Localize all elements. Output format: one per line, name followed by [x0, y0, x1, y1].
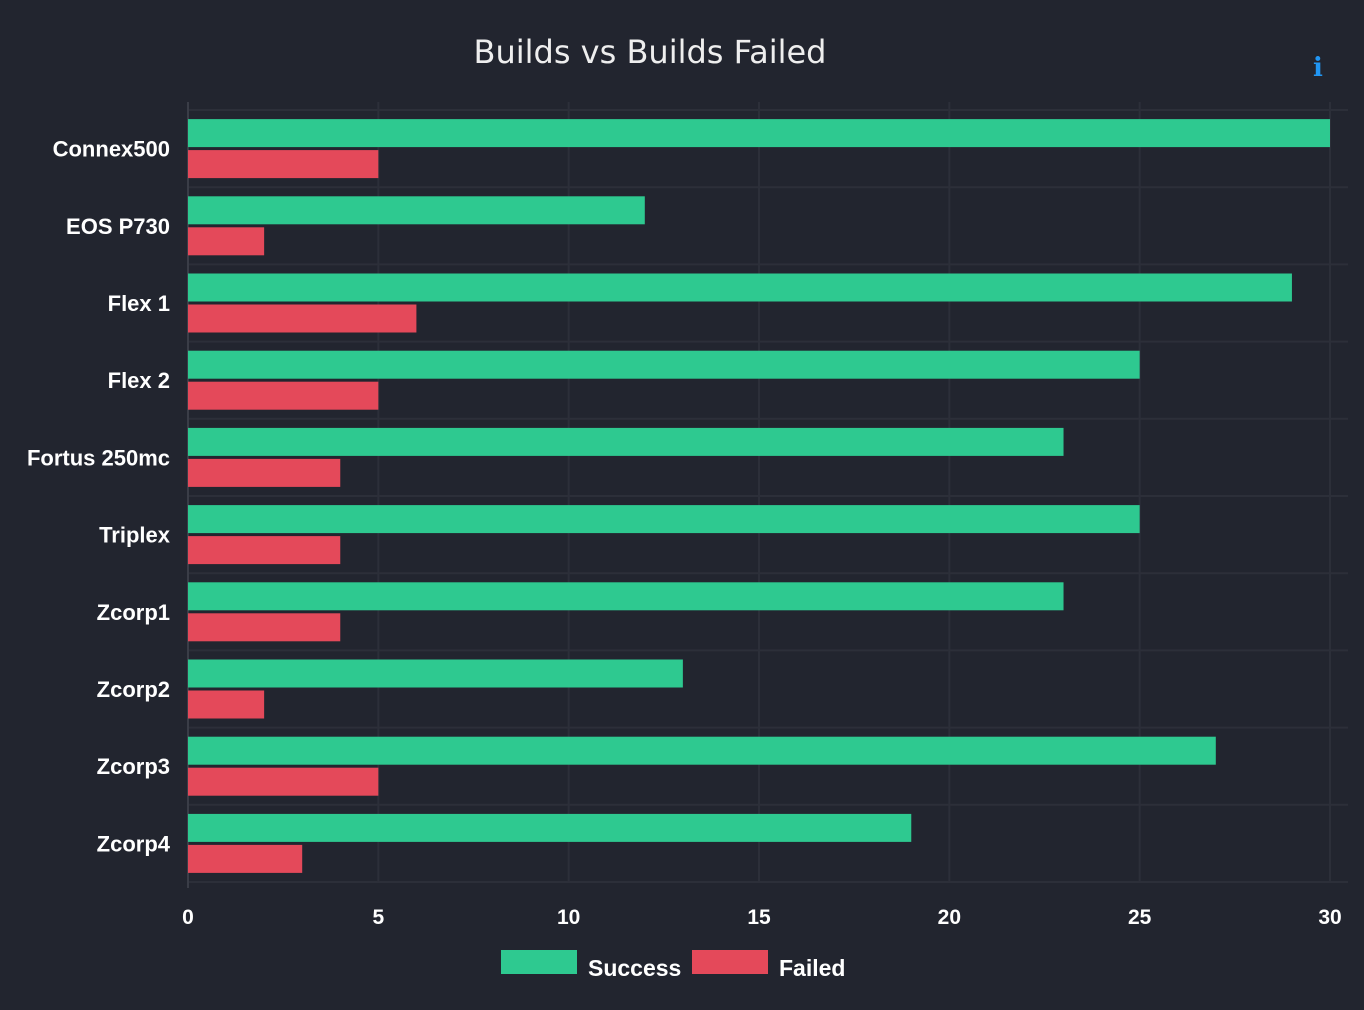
category-label: Zcorp1	[97, 600, 170, 625]
category-label: Triplex	[99, 523, 171, 548]
bars	[188, 119, 1330, 873]
bar-failed-fortus-250mc[interactable]	[188, 458, 341, 487]
chart-title: Builds vs Builds Failed	[474, 33, 827, 71]
bar-success-flex-2[interactable]	[188, 350, 1140, 379]
bar-failed-triplex[interactable]	[188, 536, 341, 565]
bar-success-flex-1[interactable]	[188, 273, 1292, 302]
bar-failed-connex500[interactable]	[188, 150, 379, 179]
legend-item-success[interactable]: Success	[501, 950, 681, 981]
legend-item-failed[interactable]: Failed	[692, 950, 845, 981]
bar-success-connex500[interactable]	[188, 119, 1330, 148]
x-tick-label: 0	[182, 906, 194, 929]
bar-failed-flex-2[interactable]	[188, 381, 379, 410]
bar-failed-eos-p730[interactable]	[188, 227, 265, 256]
bar-failed-zcorp2[interactable]	[188, 690, 265, 719]
category-labels: Connex500 EOS P730 Flex 1 Flex 2 Fortus 250m…	[27, 137, 171, 857]
info-icon[interactable]: i	[1313, 53, 1323, 83]
category-label: Flex 1	[108, 291, 170, 316]
category-label: Flex 2	[108, 368, 170, 393]
legend-swatch	[692, 950, 768, 974]
bar-success-triplex[interactable]	[188, 505, 1140, 534]
x-tick-label: 15	[747, 906, 771, 929]
category-label: EOS P730	[66, 214, 170, 239]
x-tick-label: 20	[938, 906, 961, 929]
bar-success-eos-p730[interactable]	[188, 196, 645, 225]
legend-swatch	[501, 950, 577, 974]
category-label: Connex500	[53, 137, 170, 162]
category-label: Zcorp2	[97, 677, 170, 702]
bar-failed-flex-1[interactable]	[188, 304, 417, 333]
category-label: Zcorp3	[97, 754, 170, 779]
legend: Success Failed	[501, 950, 845, 981]
bar-success-zcorp4[interactable]	[188, 813, 912, 842]
x-tick-label: 25	[1128, 906, 1152, 929]
legend-label: Failed	[779, 955, 845, 981]
bar-success-fortus-250mc[interactable]	[188, 427, 1064, 456]
category-label: Zcorp4	[97, 831, 171, 856]
bar-failed-zcorp3[interactable]	[188, 767, 379, 796]
bar-success-zcorp1[interactable]	[188, 582, 1064, 611]
x-tick-label: 10	[557, 906, 580, 929]
bar-failed-zcorp4[interactable]	[188, 844, 303, 873]
bar-failed-zcorp1[interactable]	[188, 613, 341, 642]
category-label: Fortus 250mc	[27, 445, 170, 470]
bar-success-zcorp2[interactable]	[188, 659, 683, 688]
x-tick-label: 30	[1318, 906, 1341, 929]
legend-label: Success	[588, 955, 681, 981]
x-axis-ticks: 0 5 10 15 20 25 30	[182, 906, 1342, 929]
bar-success-zcorp3[interactable]	[188, 736, 1216, 765]
x-tick-label: 5	[372, 906, 384, 929]
